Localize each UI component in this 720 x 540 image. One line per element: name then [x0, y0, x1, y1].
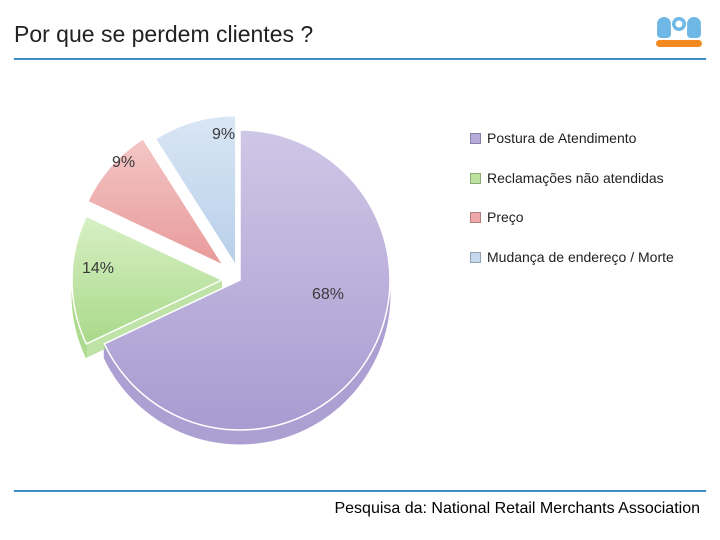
legend-item: Postura de Atendimento	[470, 130, 700, 148]
source-citation: Pesquisa da: National Retail Merchants A…	[334, 500, 700, 518]
legend-item: Reclamações não atendidas	[470, 170, 700, 188]
slice-label: 14%	[82, 260, 114, 278]
legend-label: Preço	[487, 209, 524, 227]
legend-label: Postura de Atendimento	[487, 130, 636, 148]
legend-swatch	[470, 252, 481, 263]
pop-logo-icon	[652, 14, 706, 54]
legend-swatch	[470, 133, 481, 144]
legend-item: Mudança de endereço / Morte	[470, 249, 700, 267]
legend-label: Mudança de endereço / Morte	[487, 249, 674, 267]
page-title: Por que se perdem clientes ?	[14, 21, 313, 48]
logo	[652, 14, 706, 54]
legend-swatch	[470, 173, 481, 184]
legend: Postura de Atendimento Reclamações não at…	[470, 130, 700, 288]
slice-label: 9%	[212, 126, 235, 144]
legend-label: Reclamações não atendidas	[487, 170, 664, 188]
legend-swatch	[470, 212, 481, 223]
slice-label: 9%	[112, 154, 135, 172]
slice-label: 68%	[312, 286, 344, 304]
header: Por que se perdem clientes ?	[14, 10, 706, 60]
legend-item: Preço	[470, 209, 700, 227]
pie-chart: 68% 14% 9% 9%	[40, 80, 440, 440]
